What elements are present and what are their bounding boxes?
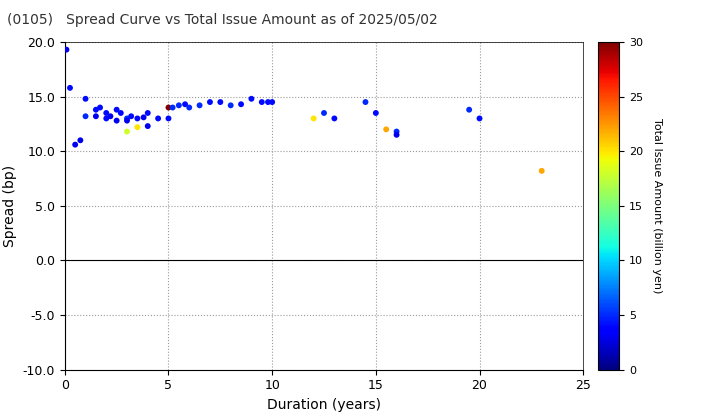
Point [153,115,164,122]
Point [80,113,91,120]
Point [391,128,402,135]
Point [474,115,485,122]
Point [173,102,184,109]
Point [132,124,143,131]
Point [536,168,547,174]
Point [111,106,122,113]
Point [90,113,102,120]
X-axis label: Duration (years): Duration (years) [267,398,381,412]
Point [90,106,102,113]
Point [121,117,132,124]
Point [464,106,475,113]
Point [138,114,149,121]
Point [204,99,216,105]
Point [104,113,116,120]
Point [163,115,174,122]
Point [64,84,76,91]
Point [179,101,191,108]
Point [142,123,153,129]
Point [328,115,340,122]
Point [163,104,174,111]
Point [225,102,236,109]
Point [380,126,392,133]
Point [101,115,112,122]
Point [111,117,122,124]
Point [80,95,91,102]
Point [308,115,320,122]
Point [215,99,226,105]
Text: (0105)   Spread Curve vs Total Issue Amount as of 2025/05/02: (0105) Spread Curve vs Total Issue Amoun… [7,13,438,26]
Y-axis label: Total Issue Amount (billion yen): Total Issue Amount (billion yen) [652,118,662,294]
Point [142,110,153,116]
Point [262,99,274,105]
Point [167,104,179,111]
Point [60,46,72,53]
Point [75,137,86,144]
Point [125,113,137,120]
Y-axis label: Spread (bp): Spread (bp) [3,165,17,247]
Point [115,110,127,116]
Point [121,115,132,122]
Point [266,99,278,105]
Point [391,131,402,138]
Point [370,110,382,116]
Point [121,128,132,135]
Point [184,104,195,111]
Point [246,95,257,102]
Point [194,102,205,109]
Point [101,110,112,116]
Point [360,99,372,105]
Point [94,104,106,111]
Point [318,110,330,116]
Point [69,141,81,148]
Point [256,99,268,105]
Point [132,115,143,122]
Point [235,101,247,108]
